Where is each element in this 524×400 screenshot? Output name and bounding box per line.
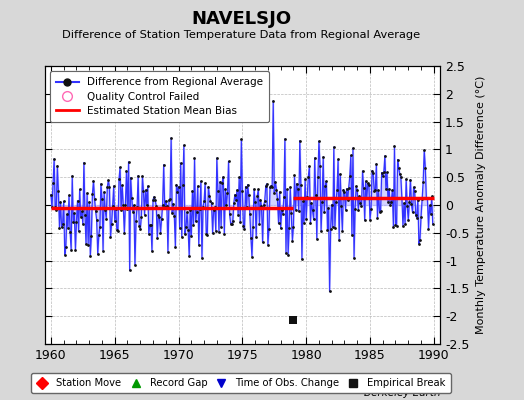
Legend: Difference from Regional Average, Quality Control Failed, Estimated Station Mean: Difference from Regional Average, Qualit… xyxy=(50,71,269,122)
Text: Berkeley Earth: Berkeley Earth xyxy=(364,388,440,398)
Y-axis label: Monthly Temperature Anomaly Difference (°C): Monthly Temperature Anomaly Difference (… xyxy=(476,76,486,334)
Text: Difference of Station Temperature Data from Regional Average: Difference of Station Temperature Data f… xyxy=(62,30,420,40)
Legend: Station Move, Record Gap, Time of Obs. Change, Empirical Break: Station Move, Record Gap, Time of Obs. C… xyxy=(31,373,451,393)
Text: NAVELSJO: NAVELSJO xyxy=(191,10,291,28)
